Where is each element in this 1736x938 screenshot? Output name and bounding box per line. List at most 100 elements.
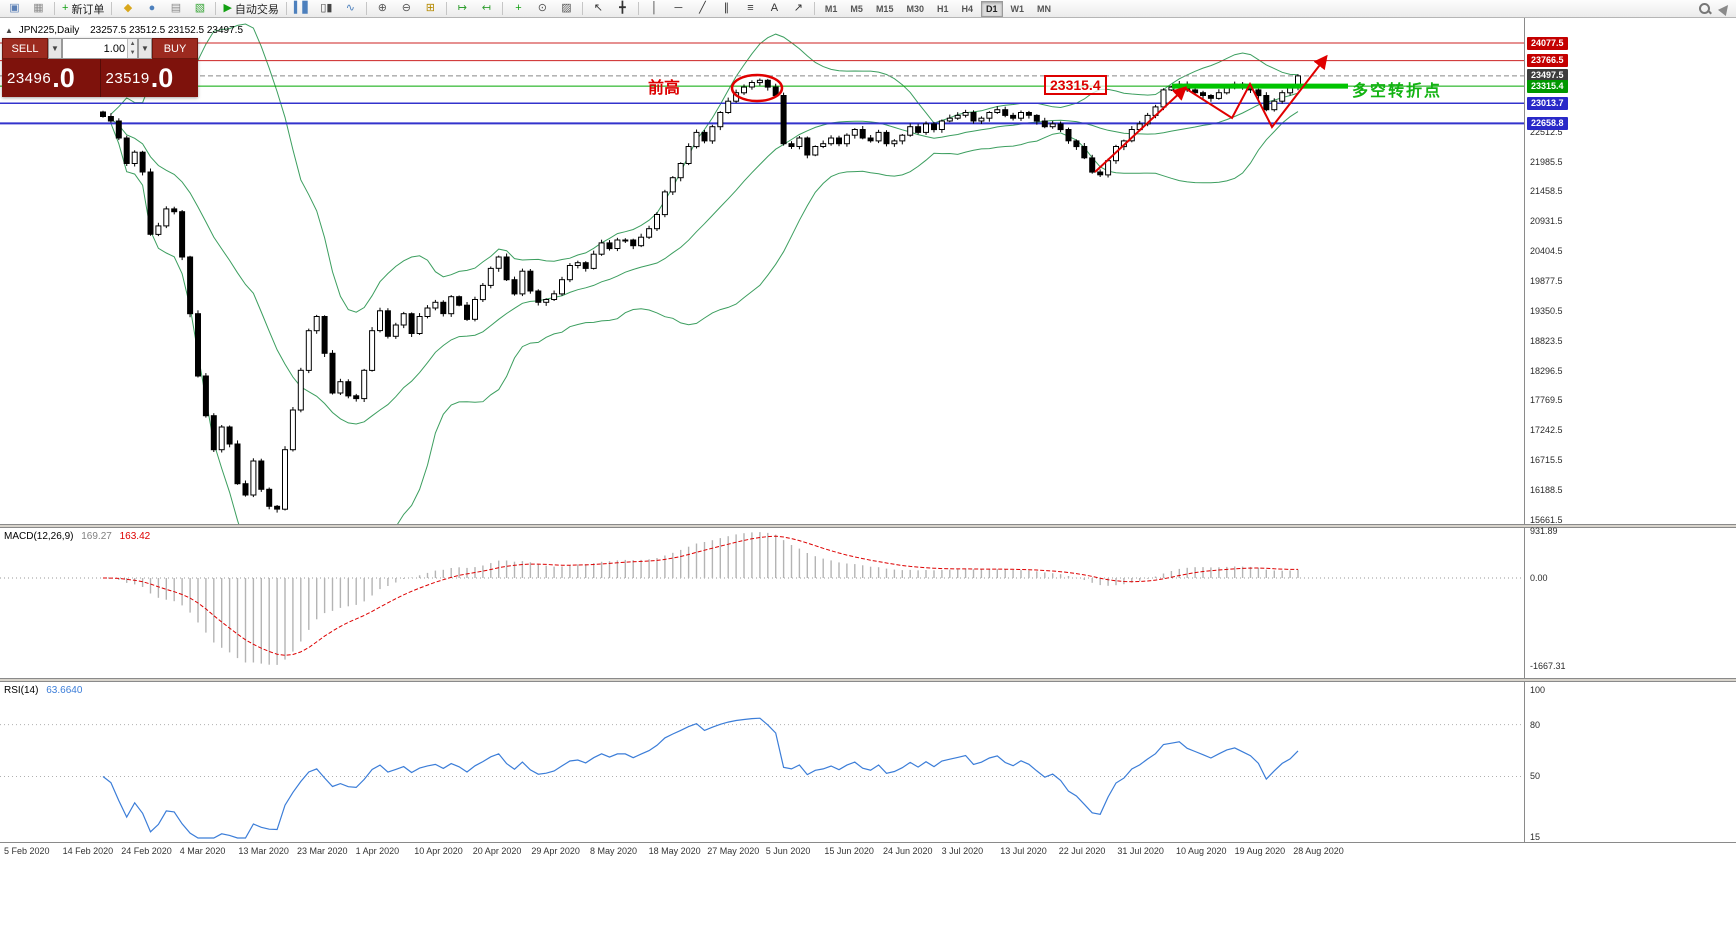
- date-tick: 24 Jun 2020: [883, 846, 933, 856]
- strategy-tester-icon[interactable]: ▧: [188, 0, 211, 17]
- sell-price[interactable]: 23496 .0: [2, 59, 100, 97]
- candle-body: [210, 415, 217, 451]
- volume-stepper[interactable]: ▲ ▼: [127, 39, 137, 58]
- market-watch-icon[interactable]: ◆: [116, 0, 139, 17]
- text-icon: A: [770, 2, 779, 14]
- candle-body: [361, 369, 368, 400]
- candle-body: [622, 239, 629, 242]
- chart-title: ▲ JPN225,Daily 23257.5 23512.5 23152.5 2…: [5, 25, 243, 36]
- date-tick: 8 May 2020: [590, 846, 638, 856]
- candle-body: [266, 488, 273, 507]
- pointer-icon[interactable]: [1717, 1, 1733, 16]
- date-tick: 3 Jul 2020: [941, 846, 984, 856]
- timeframe-m30[interactable]: M30: [906, 3, 924, 14]
- terminal-icon: ▤: [170, 2, 182, 14]
- panel-separator[interactable]: [0, 524, 1736, 528]
- profiles-icon[interactable]: ▦: [27, 0, 50, 17]
- buy-price[interactable]: 23519 .0: [99, 59, 199, 97]
- sell-button[interactable]: SELL: [2, 38, 48, 59]
- main-chart[interactable]: ▲ JPN225,Daily 23257.5 23512.5 23152.5 2…: [0, 18, 1524, 524]
- time-axis[interactable]: 5 Feb 2020 14 Feb 2020 24 Feb 2020 4 Mar 20…: [0, 842, 1736, 860]
- timeframe-w1[interactable]: W1: [1010, 3, 1025, 14]
- hline-icon[interactable]: ─: [667, 0, 690, 17]
- new-chart-icon[interactable]: ▣: [3, 0, 26, 17]
- zigzag-arrow[interactable]: [1184, 54, 1328, 129]
- timeframe-h4[interactable]: H4: [961, 3, 973, 14]
- price-level-label: 22658.8: [1527, 116, 1568, 130]
- rsi-panel[interactable]: [0, 682, 1524, 842]
- candle-body: [479, 284, 486, 301]
- buy-dropdown-icon[interactable]: ▼: [138, 38, 152, 59]
- bar-chart-icon[interactable]: ▍▋: [291, 0, 314, 17]
- candle-body: [337, 381, 344, 394]
- candle-body: [1160, 89, 1167, 108]
- candle-body: [899, 134, 906, 142]
- line-chart-icon[interactable]: ∿: [339, 0, 362, 17]
- rsi-value: 63.6640: [46, 685, 83, 696]
- tile-windows-icon[interactable]: ⊞: [419, 0, 442, 17]
- sell-dropdown-icon[interactable]: ▼: [48, 38, 62, 59]
- timeframe-d1[interactable]: D1: [981, 0, 1003, 17]
- channel-icon[interactable]: ∥: [715, 0, 738, 17]
- collapse-panel-icon[interactable]: ▲: [5, 26, 13, 35]
- fibonacci-icon: ≡: [747, 2, 754, 14]
- vline-icon[interactable]: │: [643, 0, 666, 17]
- candlestick-chart-icon[interactable]: ▯▮: [315, 0, 338, 17]
- search-icon[interactable]: [1697, 1, 1712, 16]
- timeframe-h1[interactable]: H1: [936, 3, 949, 14]
- new-order-button[interactable]: + 新订单: [59, 0, 107, 17]
- trend-arrow-up[interactable]: [1094, 86, 1188, 173]
- periods-icon[interactable]: ⊙: [531, 0, 554, 17]
- market-watch-icon: ◆: [123, 2, 133, 14]
- terminal-icon[interactable]: ▤: [164, 0, 187, 17]
- candle-body: [527, 270, 534, 292]
- prev-high-ellipse[interactable]: [730, 73, 784, 103]
- main-chart-canvas[interactable]: [0, 18, 1524, 524]
- price-tick: 17242.5: [1530, 425, 1563, 436]
- candle-body: [566, 265, 573, 281]
- indicators-icon[interactable]: +: [507, 0, 530, 17]
- price-axis[interactable]: 22512.5 21985.5 21458.5 20931.5 20404.5 19877…: [1524, 18, 1736, 525]
- trendline-icon[interactable]: ╱: [691, 0, 714, 17]
- buy-button[interactable]: BUY: [152, 38, 198, 59]
- candle-body: [867, 137, 874, 142]
- candle-body: [843, 134, 850, 145]
- timeframe-mn[interactable]: MN: [1037, 3, 1052, 14]
- rsi-axis[interactable]: 100 80 50 15: [1524, 682, 1736, 842]
- candle-body: [202, 375, 209, 417]
- cursor-icon[interactable]: ↖: [587, 0, 610, 17]
- zoom-in-icon[interactable]: ⊕: [371, 0, 394, 17]
- prev-high-annotation: 前高: [648, 80, 681, 97]
- volume-down-icon[interactable]: ▼: [128, 48, 137, 58]
- panel-separator[interactable]: [0, 678, 1736, 682]
- macd-panel[interactable]: [0, 528, 1524, 678]
- navigator-icon[interactable]: ●: [140, 0, 163, 17]
- rsi-tick: 50: [1530, 771, 1541, 782]
- candle-body: [669, 177, 676, 193]
- chart-shift-icon[interactable]: ↤: [475, 0, 498, 17]
- candle-body: [954, 114, 961, 119]
- autotrade-button[interactable]: ▶ 自动交易: [220, 0, 281, 17]
- candle-body: [511, 279, 518, 295]
- new-chart-icon: ▣: [9, 2, 20, 14]
- volume-input[interactable]: [63, 39, 128, 58]
- candle-body: [424, 307, 431, 317]
- timeframe-m5[interactable]: M5: [850, 3, 863, 14]
- arrows-icon[interactable]: ↗: [787, 0, 810, 17]
- sell-price-frac: .0: [52, 62, 75, 93]
- zoom-out-icon[interactable]: ⊖: [395, 0, 418, 17]
- cursor-icon: ↖: [593, 2, 604, 14]
- templates-icon[interactable]: ▨: [555, 0, 578, 17]
- crosshair-icon[interactable]: ╋: [611, 0, 634, 17]
- date-tick: 14 Feb 2020: [62, 846, 114, 856]
- candle-body: [487, 267, 494, 286]
- fibonacci-icon[interactable]: ≡: [739, 0, 762, 17]
- auto-scroll-icon[interactable]: ↦: [451, 0, 474, 17]
- text-icon[interactable]: A: [763, 0, 786, 17]
- candle-body: [1081, 146, 1088, 159]
- candle-body: [353, 395, 360, 400]
- macd-axis[interactable]: 931.89 0.00 -1667.31: [1524, 526, 1736, 678]
- timeframe-m1[interactable]: M1: [824, 3, 838, 14]
- volume-up-icon[interactable]: ▲: [128, 39, 137, 49]
- timeframe-m15[interactable]: M15: [875, 3, 894, 14]
